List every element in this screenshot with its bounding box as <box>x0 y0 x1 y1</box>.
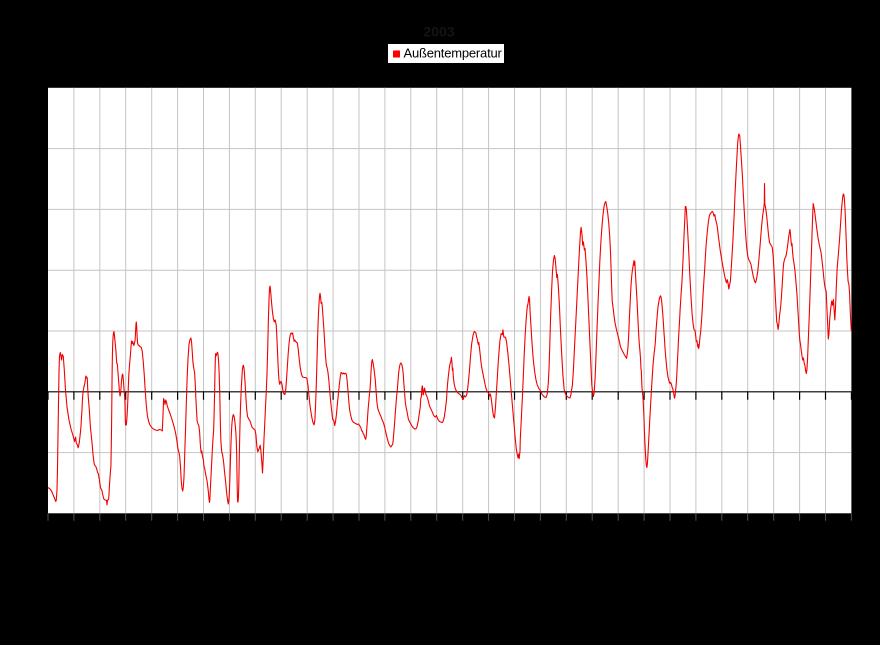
svg-text:Außentemperatur: Außentemperatur <box>404 46 503 61</box>
svg-text:2003: 2003 <box>423 24 454 40</box>
